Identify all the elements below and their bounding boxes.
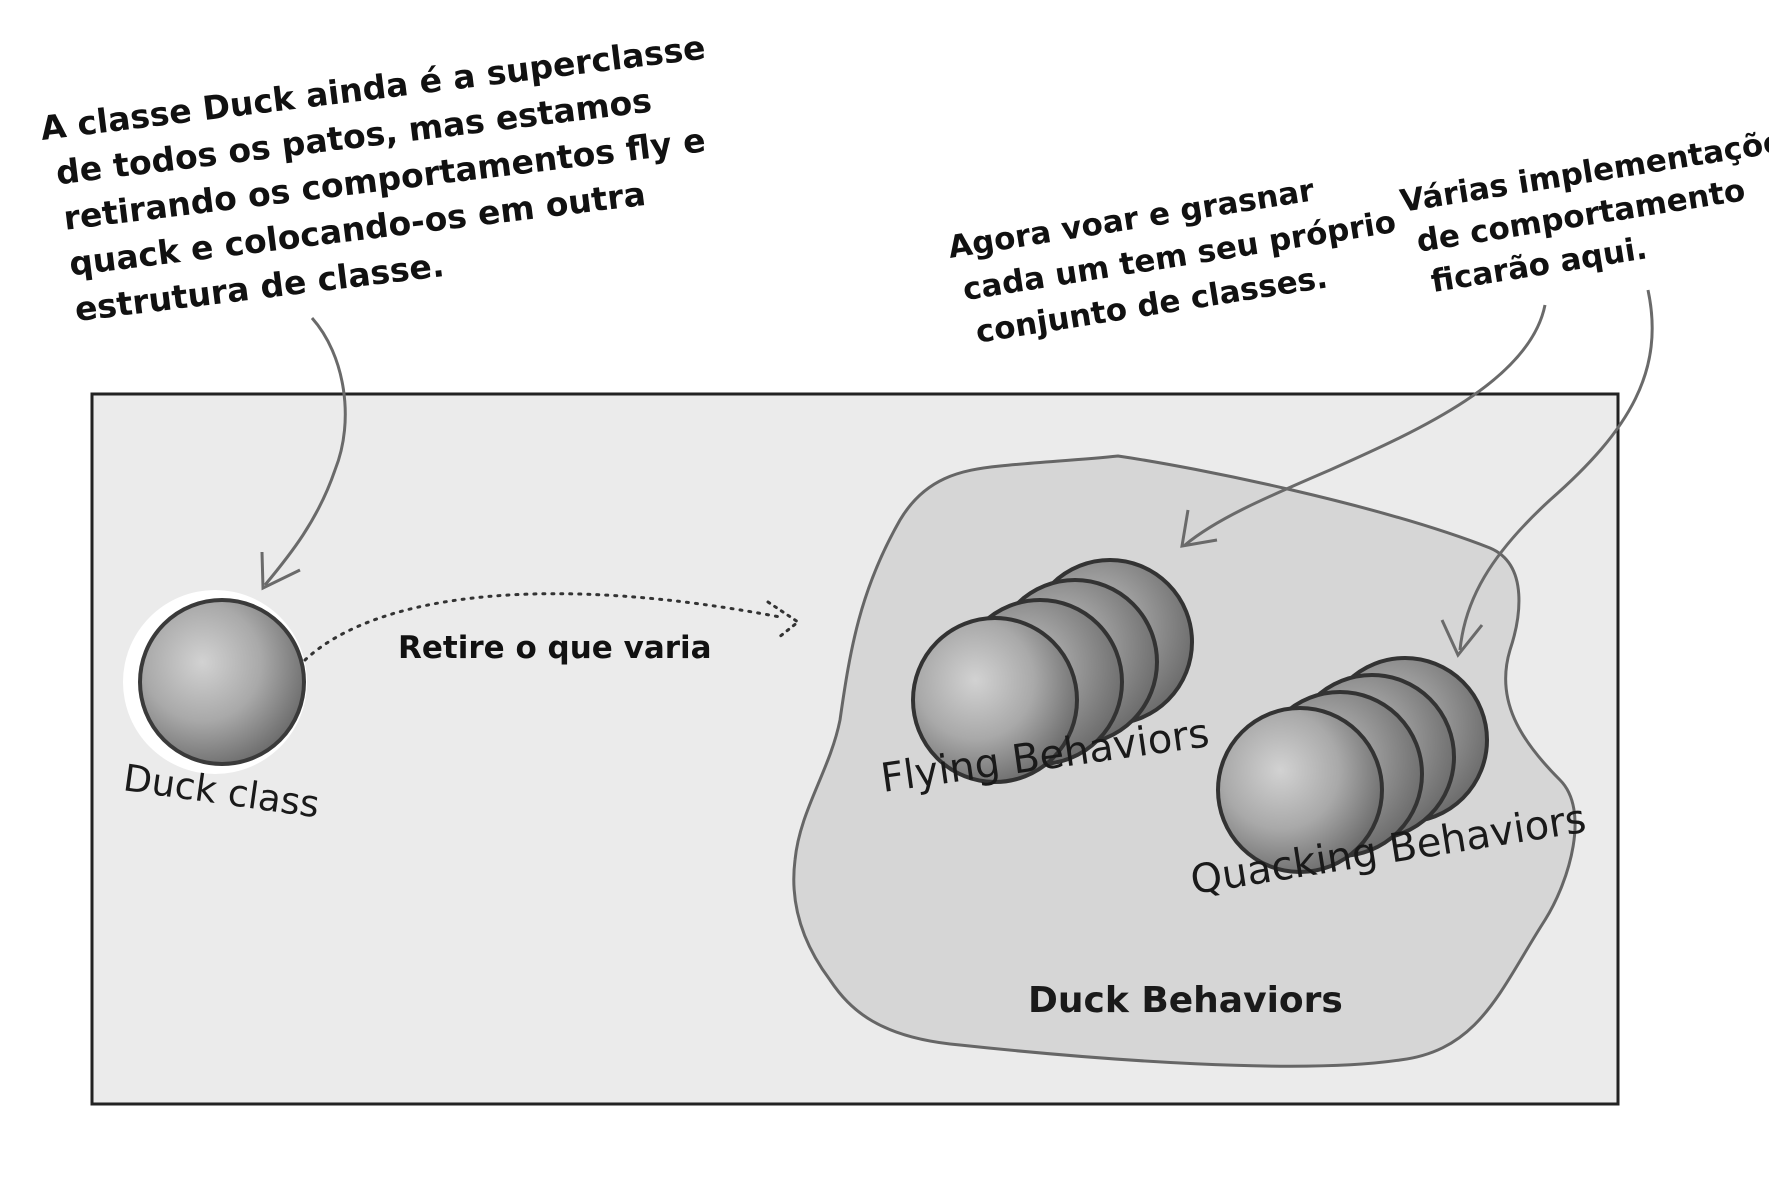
duck-behaviors-blob: [792, 454, 1577, 1068]
duck-behaviors-label: Duck Behaviors: [1028, 980, 1343, 1021]
implementations-annotation: Várias implementações de comportamento f…: [1398, 121, 1769, 300]
extract-arrow: [303, 592, 801, 662]
quacking-arrow: [1440, 289, 1654, 658]
flying-behaviors-stack: [911, 558, 1194, 784]
superclass-arrow: [260, 317, 347, 591]
duck-class-ball: [123, 590, 307, 774]
flying-arrow: [1180, 304, 1547, 548]
own-classes-annotation: Agora voar e grasnar cada um tem seu pró…: [946, 172, 1399, 350]
superclass-annotation: A classe Duck ainda é a superclasse de t…: [38, 28, 707, 329]
extract-label: Retire o que varia: [398, 630, 712, 666]
quacking-behaviors-stack: [1216, 656, 1489, 874]
